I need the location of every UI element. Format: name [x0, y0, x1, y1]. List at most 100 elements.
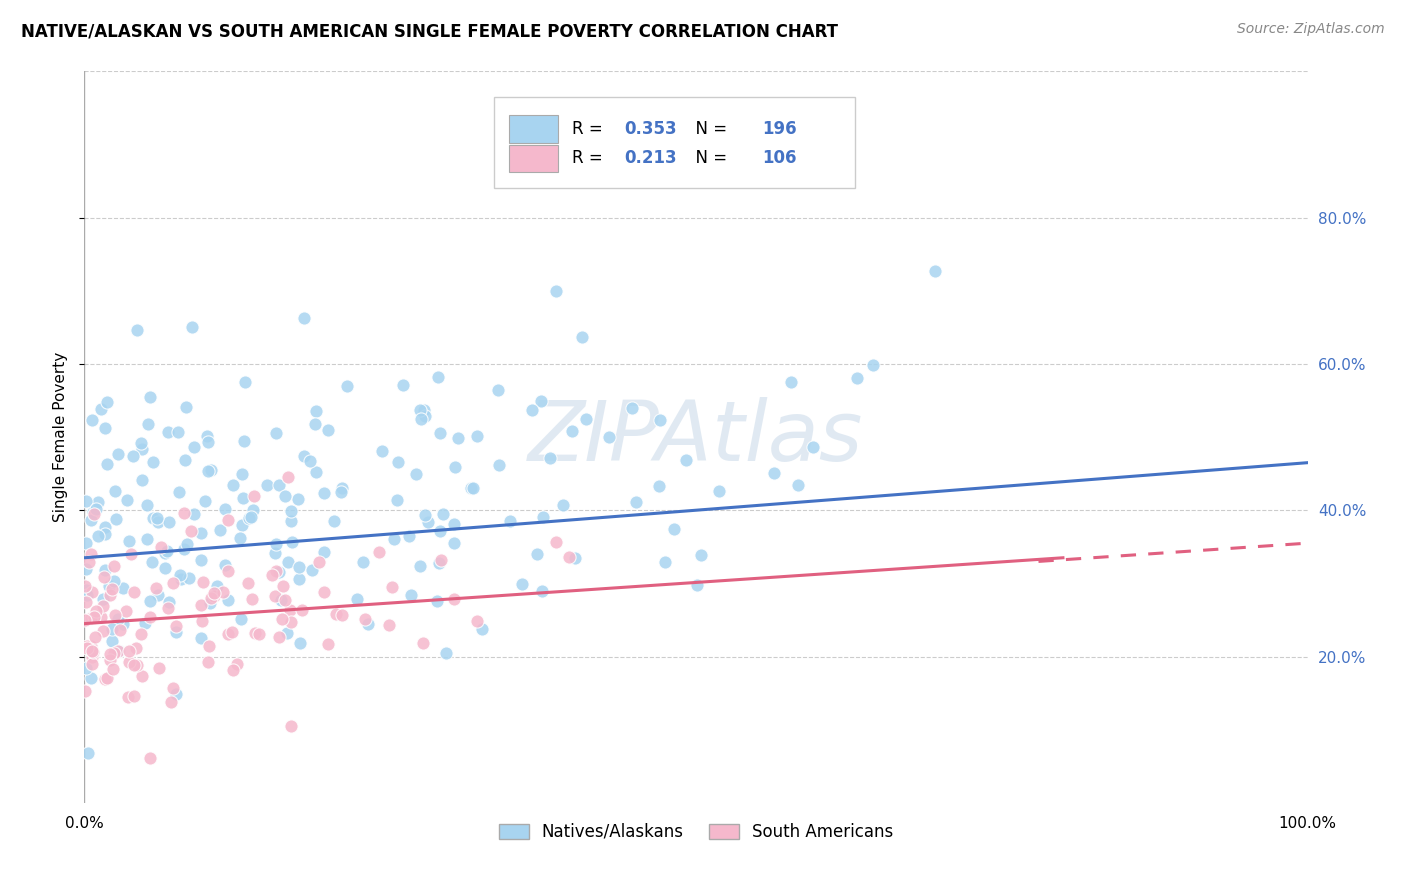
Point	[336, 379, 359, 393]
Point	[382, 532, 405, 546]
Point	[204, 589, 226, 603]
Point	[299, 454, 322, 468]
Point	[98, 648, 121, 662]
Point	[280, 514, 302, 528]
Point	[200, 591, 222, 605]
Point	[136, 498, 159, 512]
Point	[165, 619, 187, 633]
Point	[96, 395, 118, 409]
Point	[416, 515, 439, 529]
Point	[76, 639, 98, 653]
Point	[202, 586, 225, 600]
Point	[195, 428, 218, 442]
Point	[80, 547, 103, 561]
Point	[443, 591, 465, 606]
Point	[427, 556, 450, 570]
Point	[194, 493, 217, 508]
Point	[357, 616, 380, 631]
Point	[87, 495, 110, 509]
Point	[277, 555, 299, 569]
Point	[398, 529, 420, 543]
Point	[510, 576, 533, 591]
Point	[122, 450, 145, 464]
Point	[84, 630, 107, 644]
Point	[408, 558, 430, 573]
Point	[354, 612, 377, 626]
Point	[544, 285, 567, 299]
Point	[686, 578, 709, 592]
Point	[91, 624, 114, 638]
Point	[214, 558, 236, 572]
Point	[330, 481, 353, 495]
Point	[531, 510, 554, 524]
Point	[214, 502, 236, 516]
Point	[73, 683, 96, 698]
Point	[91, 599, 114, 613]
Point	[170, 573, 193, 587]
Point	[139, 390, 162, 404]
Point	[322, 514, 344, 528]
Point	[236, 576, 259, 591]
Point	[292, 310, 315, 325]
Point	[429, 426, 451, 441]
Text: NATIVE/ALASKAN VS SOUTH AMERICAN SINGLE FEMALE POVERTY CORRELATION CHART: NATIVE/ALASKAN VS SOUTH AMERICAN SINGLE …	[21, 22, 838, 40]
Point	[139, 610, 162, 624]
Point	[292, 449, 315, 463]
Point	[280, 719, 302, 733]
Point	[620, 401, 643, 415]
Point	[488, 458, 510, 472]
Point	[247, 627, 270, 641]
Point	[387, 455, 409, 469]
Point	[226, 657, 249, 671]
Point	[125, 640, 148, 655]
Point	[288, 573, 311, 587]
Point	[538, 450, 561, 465]
Point	[561, 424, 583, 438]
Point	[415, 508, 437, 522]
Point	[162, 681, 184, 696]
Point	[267, 566, 290, 580]
Point	[122, 585, 145, 599]
Point	[624, 495, 647, 509]
Text: Source: ZipAtlas.com: Source: ZipAtlas.com	[1237, 22, 1385, 37]
Point	[197, 655, 219, 669]
Point	[256, 478, 278, 492]
Point	[96, 671, 118, 685]
Point	[101, 663, 124, 677]
Point	[367, 545, 389, 559]
Point	[190, 526, 212, 541]
Point	[103, 558, 125, 573]
Point	[198, 596, 221, 610]
Point	[148, 661, 170, 675]
Point	[240, 510, 263, 524]
Point	[486, 383, 509, 397]
Point	[98, 588, 121, 602]
Point	[277, 470, 299, 484]
Point	[162, 576, 184, 591]
Point	[530, 584, 553, 599]
Point	[101, 634, 124, 648]
Point	[96, 457, 118, 471]
Point	[183, 507, 205, 521]
Point	[75, 595, 97, 609]
Point	[111, 617, 134, 632]
Point	[155, 560, 177, 574]
Point	[94, 527, 117, 541]
Point	[173, 452, 195, 467]
Point	[83, 507, 105, 521]
Point	[381, 580, 404, 594]
Point	[240, 592, 263, 607]
Point	[530, 394, 553, 409]
Point	[267, 478, 290, 492]
Point	[460, 481, 482, 495]
Point	[103, 646, 125, 660]
Point	[149, 540, 172, 554]
Point	[387, 492, 409, 507]
Point	[179, 571, 201, 585]
Point	[312, 585, 335, 599]
Point	[156, 544, 179, 558]
Point	[75, 661, 97, 675]
Point	[75, 493, 97, 508]
FancyBboxPatch shape	[509, 145, 558, 172]
Point	[430, 552, 453, 566]
